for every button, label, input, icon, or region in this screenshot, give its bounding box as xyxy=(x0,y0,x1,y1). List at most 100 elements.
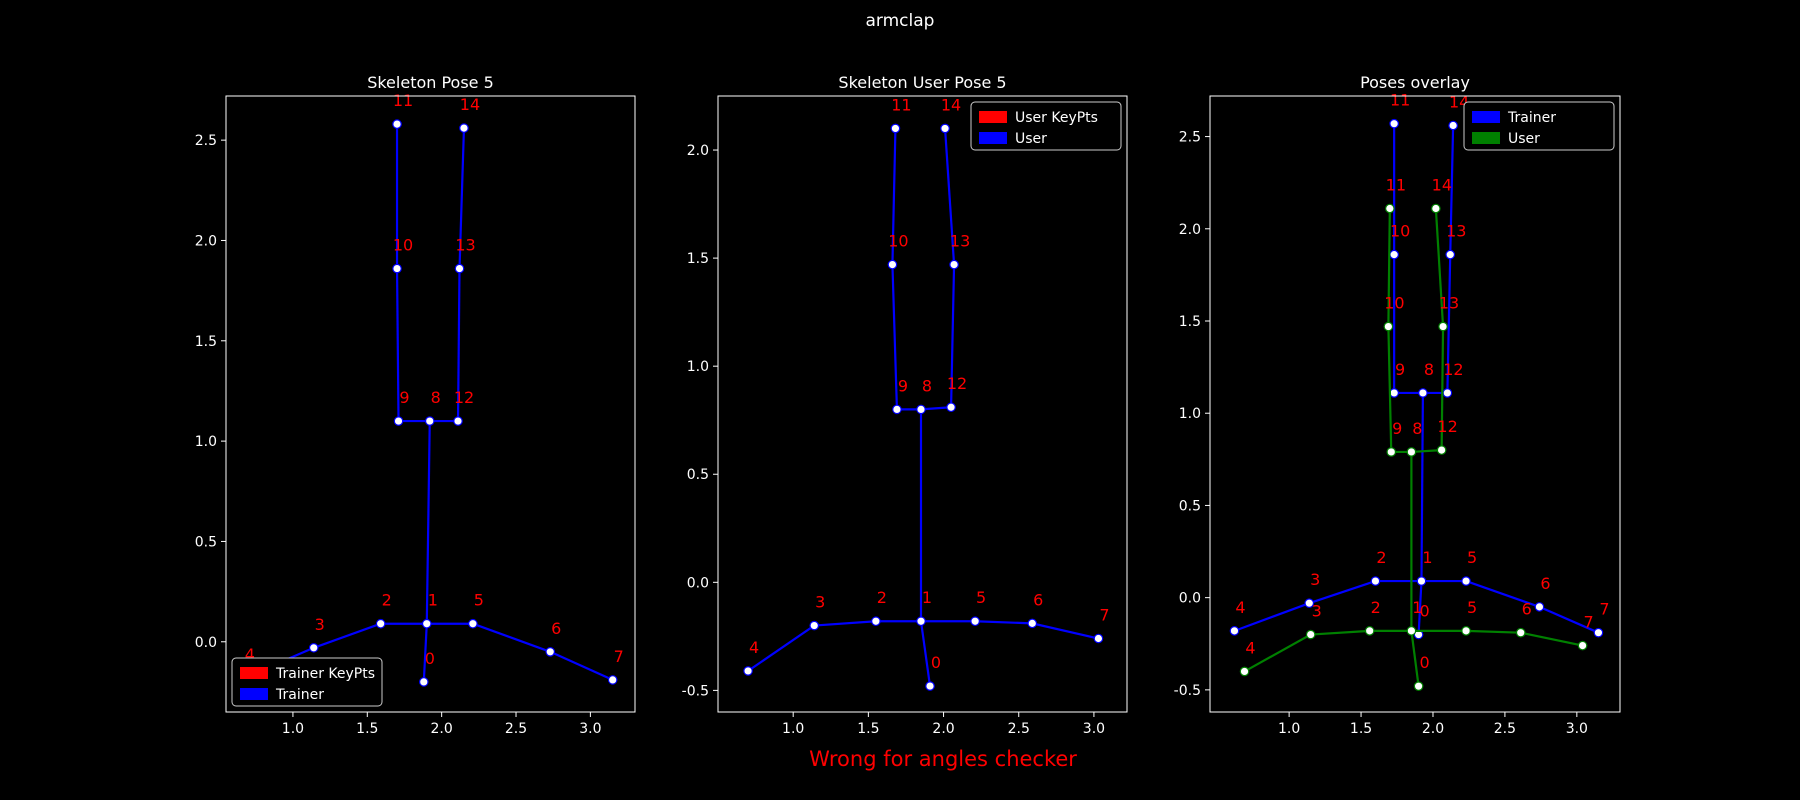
keypoint-label: 8 xyxy=(1412,419,1422,438)
keypoint-label: 7 xyxy=(1599,600,1609,619)
keypoint-label: 8 xyxy=(1424,360,1434,379)
keypoint-marker xyxy=(424,416,435,426)
axes-frame xyxy=(225,95,636,713)
y-tick-label: -0.5 xyxy=(1174,683,1201,699)
keypoint-marker xyxy=(887,259,898,270)
keypoint-marker xyxy=(1406,447,1417,457)
y-tick-label: 0.5 xyxy=(195,534,217,550)
keypoint-marker xyxy=(940,123,950,134)
legend: Trainer KeyPts Trainer xyxy=(231,657,383,707)
x-tick-label: 3.0 xyxy=(1566,721,1588,737)
keypoint-marker xyxy=(1461,576,1471,586)
legend-label: Trainer xyxy=(275,687,324,703)
keypoint-marker xyxy=(1229,626,1240,636)
bone-line xyxy=(313,622,382,649)
keypoint-marker xyxy=(1385,203,1395,214)
subplot-1: Skeleton Pose 5 1.0 1.5 2.0 2.5 3.0 0.0 0.5 1.0 1… xyxy=(195,73,636,737)
keypoint-label: 1 xyxy=(1422,548,1432,567)
keypoint-label: 4 xyxy=(1245,638,1255,657)
keypoint-marker xyxy=(1386,447,1397,457)
x-tick-label: 1.0 xyxy=(782,721,804,737)
keypoint-marker xyxy=(1364,626,1375,636)
keypoint-marker xyxy=(1389,388,1399,398)
keypoint-marker xyxy=(946,402,956,413)
keypoint-label: 11 xyxy=(891,95,911,114)
keypoint-label: 0 xyxy=(931,653,941,672)
x-tick-label: 3.0 xyxy=(579,721,601,737)
keypoint-label: 11 xyxy=(1386,176,1406,195)
bone-line xyxy=(747,624,815,672)
bone-line xyxy=(1446,254,1452,393)
bone-line xyxy=(1308,580,1376,605)
keypoint-marker xyxy=(1370,576,1381,586)
keypoint-marker xyxy=(949,259,959,270)
bone-line xyxy=(472,622,551,653)
keypoint-label: 11 xyxy=(1390,91,1410,110)
x-tick-label: 2.5 xyxy=(1008,721,1030,737)
keypoint-label: 1 xyxy=(922,588,932,607)
x-tick-label: 1.5 xyxy=(1350,721,1372,737)
y-tick-label: 2.5 xyxy=(195,133,217,149)
keypoint-marker xyxy=(1515,627,1526,638)
y-tick-label: 2.5 xyxy=(1179,130,1201,146)
keypoint-marker xyxy=(1461,626,1471,636)
keypoint-label: 5 xyxy=(1467,598,1477,617)
y-tick-label: 1.5 xyxy=(1179,314,1201,330)
keypoint-label: 12 xyxy=(1437,417,1457,436)
y-tick-label: 2.0 xyxy=(195,233,217,249)
keypoint-marker xyxy=(1431,203,1441,214)
keypoint-marker xyxy=(1304,598,1315,608)
keypoint-label: 0 xyxy=(425,649,435,668)
x-tick-label: 1.5 xyxy=(356,721,378,737)
legend-swatch xyxy=(979,111,1007,123)
bone-line xyxy=(422,623,428,682)
keypoint-marker xyxy=(1534,602,1545,612)
subplot-3: Poses overlay 1.0 1.5 2.0 2.5 3.0 -0.5 0.0 0.5 1.… xyxy=(1174,73,1621,737)
y-tick-label: 0.5 xyxy=(1179,498,1201,514)
bone-line xyxy=(395,268,400,422)
keypoint-label: 13 xyxy=(1446,222,1466,241)
legend-swatch xyxy=(1472,132,1500,144)
keypoint-label: 5 xyxy=(1467,548,1477,567)
keypoint-label: 7 xyxy=(1584,613,1594,632)
keypoint-marker xyxy=(468,618,478,629)
keypoint-marker xyxy=(871,616,881,627)
x-tick-label: 1.5 xyxy=(857,721,879,737)
keypoint-marker xyxy=(392,119,402,129)
x-tick-label: 2.0 xyxy=(1422,721,1444,737)
x-tick-label: 2.5 xyxy=(1494,721,1516,737)
bone-line xyxy=(1440,326,1445,451)
keypoint-marker xyxy=(1577,640,1588,651)
legend-label: Trainer KeyPts xyxy=(275,666,375,682)
legend-swatch xyxy=(240,667,268,679)
axes-frame xyxy=(1209,95,1621,713)
bone-line xyxy=(1234,602,1310,632)
keypoint-label: 9 xyxy=(1392,419,1402,438)
keypoint-label: 1 xyxy=(1412,598,1422,617)
x-tick-label: 1.0 xyxy=(282,721,304,737)
y-tick-label: 1.5 xyxy=(195,334,217,350)
x-tick-label: 1.0 xyxy=(1278,721,1300,737)
keypoint-marker xyxy=(1416,576,1427,586)
bone-line xyxy=(943,128,956,265)
keypoint-marker xyxy=(392,263,402,274)
x-tick-label: 3.0 xyxy=(1083,721,1105,737)
bone-line xyxy=(920,406,952,411)
bone-line xyxy=(891,264,899,410)
bone-line xyxy=(1465,580,1540,608)
keypoint-label: 8 xyxy=(922,376,932,395)
keypoint-label: 11 xyxy=(393,91,413,110)
keypoint-marker xyxy=(916,616,926,627)
bone-line xyxy=(919,621,932,687)
bone-line xyxy=(949,264,956,408)
keypoint-label: 14 xyxy=(941,95,961,114)
keypoint-marker xyxy=(1305,629,1316,640)
y-tick-label: 1.0 xyxy=(1179,406,1201,422)
keypoint-label: 4 xyxy=(245,645,255,664)
x-tick-label: 2.0 xyxy=(431,721,453,737)
keypoint-marker xyxy=(1093,633,1104,644)
keypoint-label: 4 xyxy=(1235,598,1245,617)
keypoint-label: 4 xyxy=(749,638,759,657)
